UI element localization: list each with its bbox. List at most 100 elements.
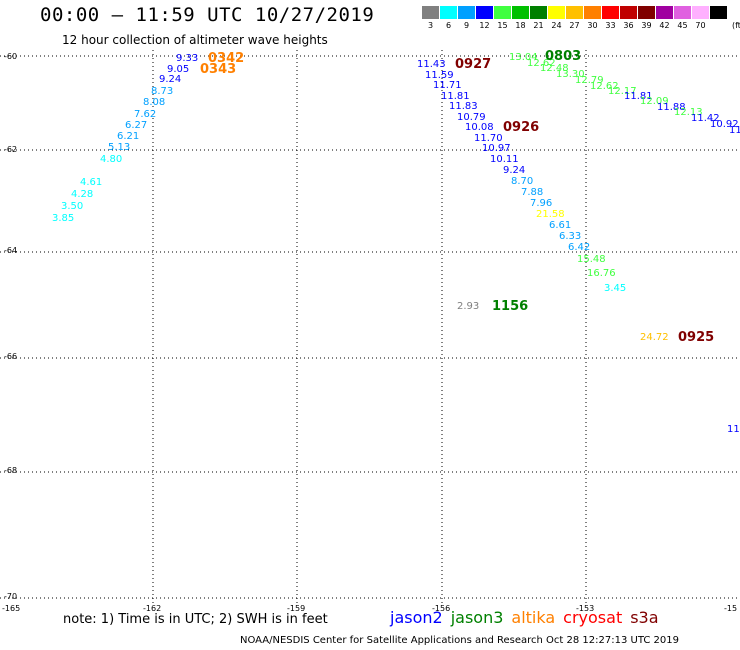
wave-height-value: 12.62 xyxy=(590,81,619,92)
lat-label: -60 xyxy=(4,52,18,61)
scale-label: 27 xyxy=(569,21,580,30)
lon-label: -162 xyxy=(143,604,162,613)
lon-label: -153 xyxy=(576,604,595,613)
wave-height-value: 15.48 xyxy=(577,254,606,265)
scale-swatch xyxy=(584,6,601,19)
satellite-legend: jason2 jason3 altika cryosat s3a xyxy=(390,608,667,627)
scale-label: 45 xyxy=(677,21,688,30)
wave-height-value: 21.58 xyxy=(536,209,565,220)
wave-height-value: 13.04 xyxy=(509,52,538,63)
wave-height-value: 11.59 xyxy=(425,70,454,81)
scale-swatch xyxy=(440,6,457,19)
lat-label: -62 xyxy=(4,145,18,154)
scale-label: 39 xyxy=(641,21,652,30)
scale-label: 18 xyxy=(515,21,526,30)
lon-label: -15 xyxy=(724,604,738,613)
wave-height-value: 3.85 xyxy=(52,213,75,224)
lon-label: -165 xyxy=(2,604,21,613)
wave-height-value: 10.79 xyxy=(457,112,486,123)
wave-height-value: 10.08 xyxy=(465,122,494,133)
legend-item-cryosat: cryosat xyxy=(563,608,623,627)
scale-label: 30 xyxy=(587,21,598,30)
wave-height-value: 9.33 xyxy=(176,53,199,64)
pass-time-label: 0803 xyxy=(545,49,582,64)
wave-height-value: 2.93 xyxy=(457,301,480,312)
wave-height-value: 12.48 xyxy=(540,63,569,74)
page-title: 00:00 – 11:59 UTC 10/27/2019 xyxy=(40,4,375,26)
wave-height-value: 7.88 xyxy=(521,187,544,198)
lat-label: -68 xyxy=(4,466,18,475)
scale-label: 9 xyxy=(463,21,470,30)
wave-height-value: 9.05 xyxy=(167,64,190,75)
scale-label: 36 xyxy=(623,21,634,30)
wave-height-value: 4.28 xyxy=(71,189,94,200)
scale-swatch xyxy=(602,6,619,19)
wave-height-value: 11.71 xyxy=(433,80,462,91)
scale-swatch xyxy=(638,6,655,19)
scale-swatch xyxy=(710,6,727,19)
lat-label: -64 xyxy=(4,246,18,255)
wave-height-value: 10.92 xyxy=(710,119,739,130)
pass-time-label: 0343 xyxy=(200,62,237,77)
note-text: note: 1) Time is in UTC; 2) SWH is in fe… xyxy=(63,612,328,627)
wave-height-value: 6.42 xyxy=(568,242,591,253)
page-subtitle: 12 hour collection of altimeter wave hei… xyxy=(62,33,328,47)
pass-time-label: 0927 xyxy=(455,57,492,72)
legend-item-jason3: jason3 xyxy=(450,608,504,627)
wave-height-value: 8.70 xyxy=(511,176,534,187)
wave-height-value: 11.81 xyxy=(624,91,653,102)
scale-swatch xyxy=(656,6,673,19)
legend-item-jason2: jason2 xyxy=(390,608,443,627)
wave-height-value: 11.83 xyxy=(449,101,478,112)
legend-item-s3a: s3a xyxy=(630,608,659,627)
wave-height-value: 7.62 xyxy=(134,109,157,120)
lon-label: -156 xyxy=(432,604,451,613)
wave-height-value: 8.08 xyxy=(143,97,166,108)
wave-height-value: 16.76 xyxy=(587,268,616,279)
scale-label: 21 xyxy=(533,21,544,30)
wave-height-value: 24.72 xyxy=(640,332,669,343)
wave-height-value: 4.80 xyxy=(100,154,123,165)
wave-height-value: 8.73 xyxy=(151,86,174,97)
pass-time-label: 0926 xyxy=(503,120,540,135)
wave-height-value: 10.97 xyxy=(482,143,511,154)
pass-time-label: 0925 xyxy=(678,330,715,345)
wave-height-value: 12.17 xyxy=(608,86,637,97)
wave-height-value: 11.43 xyxy=(417,59,446,70)
scale-swatch xyxy=(548,6,565,19)
scale-label: 6 xyxy=(445,21,452,30)
pass-time-label: 1156 xyxy=(492,299,529,314)
wave-height-value: 5.13 xyxy=(108,142,131,153)
scale-label: 42 xyxy=(659,21,670,30)
wave-height-value: 11.88 xyxy=(657,102,686,113)
wave-height-value: 11.81 xyxy=(441,91,470,102)
scale-swatch xyxy=(458,6,475,19)
wave-height-value: 6.61 xyxy=(549,220,572,231)
scale-swatch xyxy=(494,6,511,19)
scale-label: 33 xyxy=(605,21,616,30)
wave-height-value: 6.21 xyxy=(117,131,140,142)
wave-height-value: 9.24 xyxy=(159,74,182,85)
wave-height-value: 6.33 xyxy=(559,231,582,242)
lat-label: -66 xyxy=(4,352,18,361)
wave-height-value: 7.96 xyxy=(530,198,553,209)
scale-swatch xyxy=(512,6,529,19)
scale-label: 24 xyxy=(551,21,562,30)
wave-height-value: 13.30 xyxy=(556,69,585,80)
wave-height-value: 12.79 xyxy=(575,75,604,86)
wave-height-value: 12.13 xyxy=(674,107,703,118)
wave-height-value: 10.11 xyxy=(490,154,519,165)
scale-swatch xyxy=(476,6,493,19)
credit-line: NOAA/NESDIS Center for Satellite Applica… xyxy=(240,635,679,646)
wave-height-value: 12.09 xyxy=(640,96,669,107)
wave-height-value: 4.61 xyxy=(80,177,103,188)
scale-unit-label: (ft) xyxy=(731,21,740,30)
scale-swatch xyxy=(422,6,439,19)
lon-label: -159 xyxy=(287,604,306,613)
wave-height-value: 11.70 xyxy=(474,133,503,144)
scale-label: 70 xyxy=(695,21,706,30)
wave-height-value: 3.45 xyxy=(604,283,627,294)
legend-item-altika: altika xyxy=(511,608,556,627)
scale-swatch xyxy=(692,6,709,19)
